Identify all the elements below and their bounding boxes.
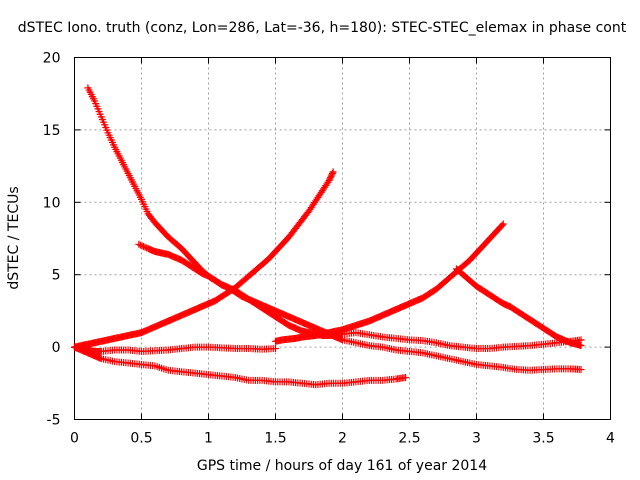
y-tick-label: 15 [43,123,61,139]
x-tick-label: 1 [204,431,213,447]
x-tick-label: 2.5 [398,431,420,447]
data-point [140,242,148,250]
x-tick-label: 2 [338,431,347,447]
data-point [272,345,279,353]
series-2 [135,240,585,374]
x-tick-label: 0 [70,431,79,447]
series-3 [71,168,337,351]
series-4 [71,343,279,355]
data-point [577,366,585,374]
x-tick-label: 1.5 [264,431,286,447]
series-1 [84,84,585,353]
y-tick-label: 20 [43,51,61,67]
x-tick-label: 4 [606,431,615,447]
grid [74,57,611,420]
y-tick-label: -5 [47,413,61,429]
data-point [401,374,409,382]
data-points [71,84,585,389]
chart-title: dSTEC Iono. truth (conz, Lon=286, Lat=-3… [18,20,627,36]
x-tick-labels: 0 0.5 1 1.5 2 2.5 3 3.5 4 [70,431,615,447]
data-point [136,241,144,249]
y-axis-label: dSTEC / TECUs [6,186,22,289]
data-point [498,221,506,229]
y-tick-label: 5 [52,268,61,284]
series-6 [272,220,507,345]
series-7 [452,265,585,350]
data-point [328,169,336,177]
data-point [135,240,143,248]
y-tick-label: 10 [43,195,61,211]
y-tick-labels: -5 0 5 10 15 20 [43,51,61,429]
data-point [577,342,585,350]
plot-frame [74,57,611,420]
y-tick-label: 0 [52,340,61,356]
x-tick-label: 3.5 [532,431,554,447]
data-point [329,168,337,176]
data-point [138,242,146,250]
data-point [499,220,507,228]
x-tick-label: 0.5 [130,431,152,447]
x-tick-label: 3 [472,431,481,447]
data-point [141,243,149,251]
x-axis-label: GPS time / hours of day 161 of year 2014 [197,458,487,474]
series-5 [71,343,409,389]
